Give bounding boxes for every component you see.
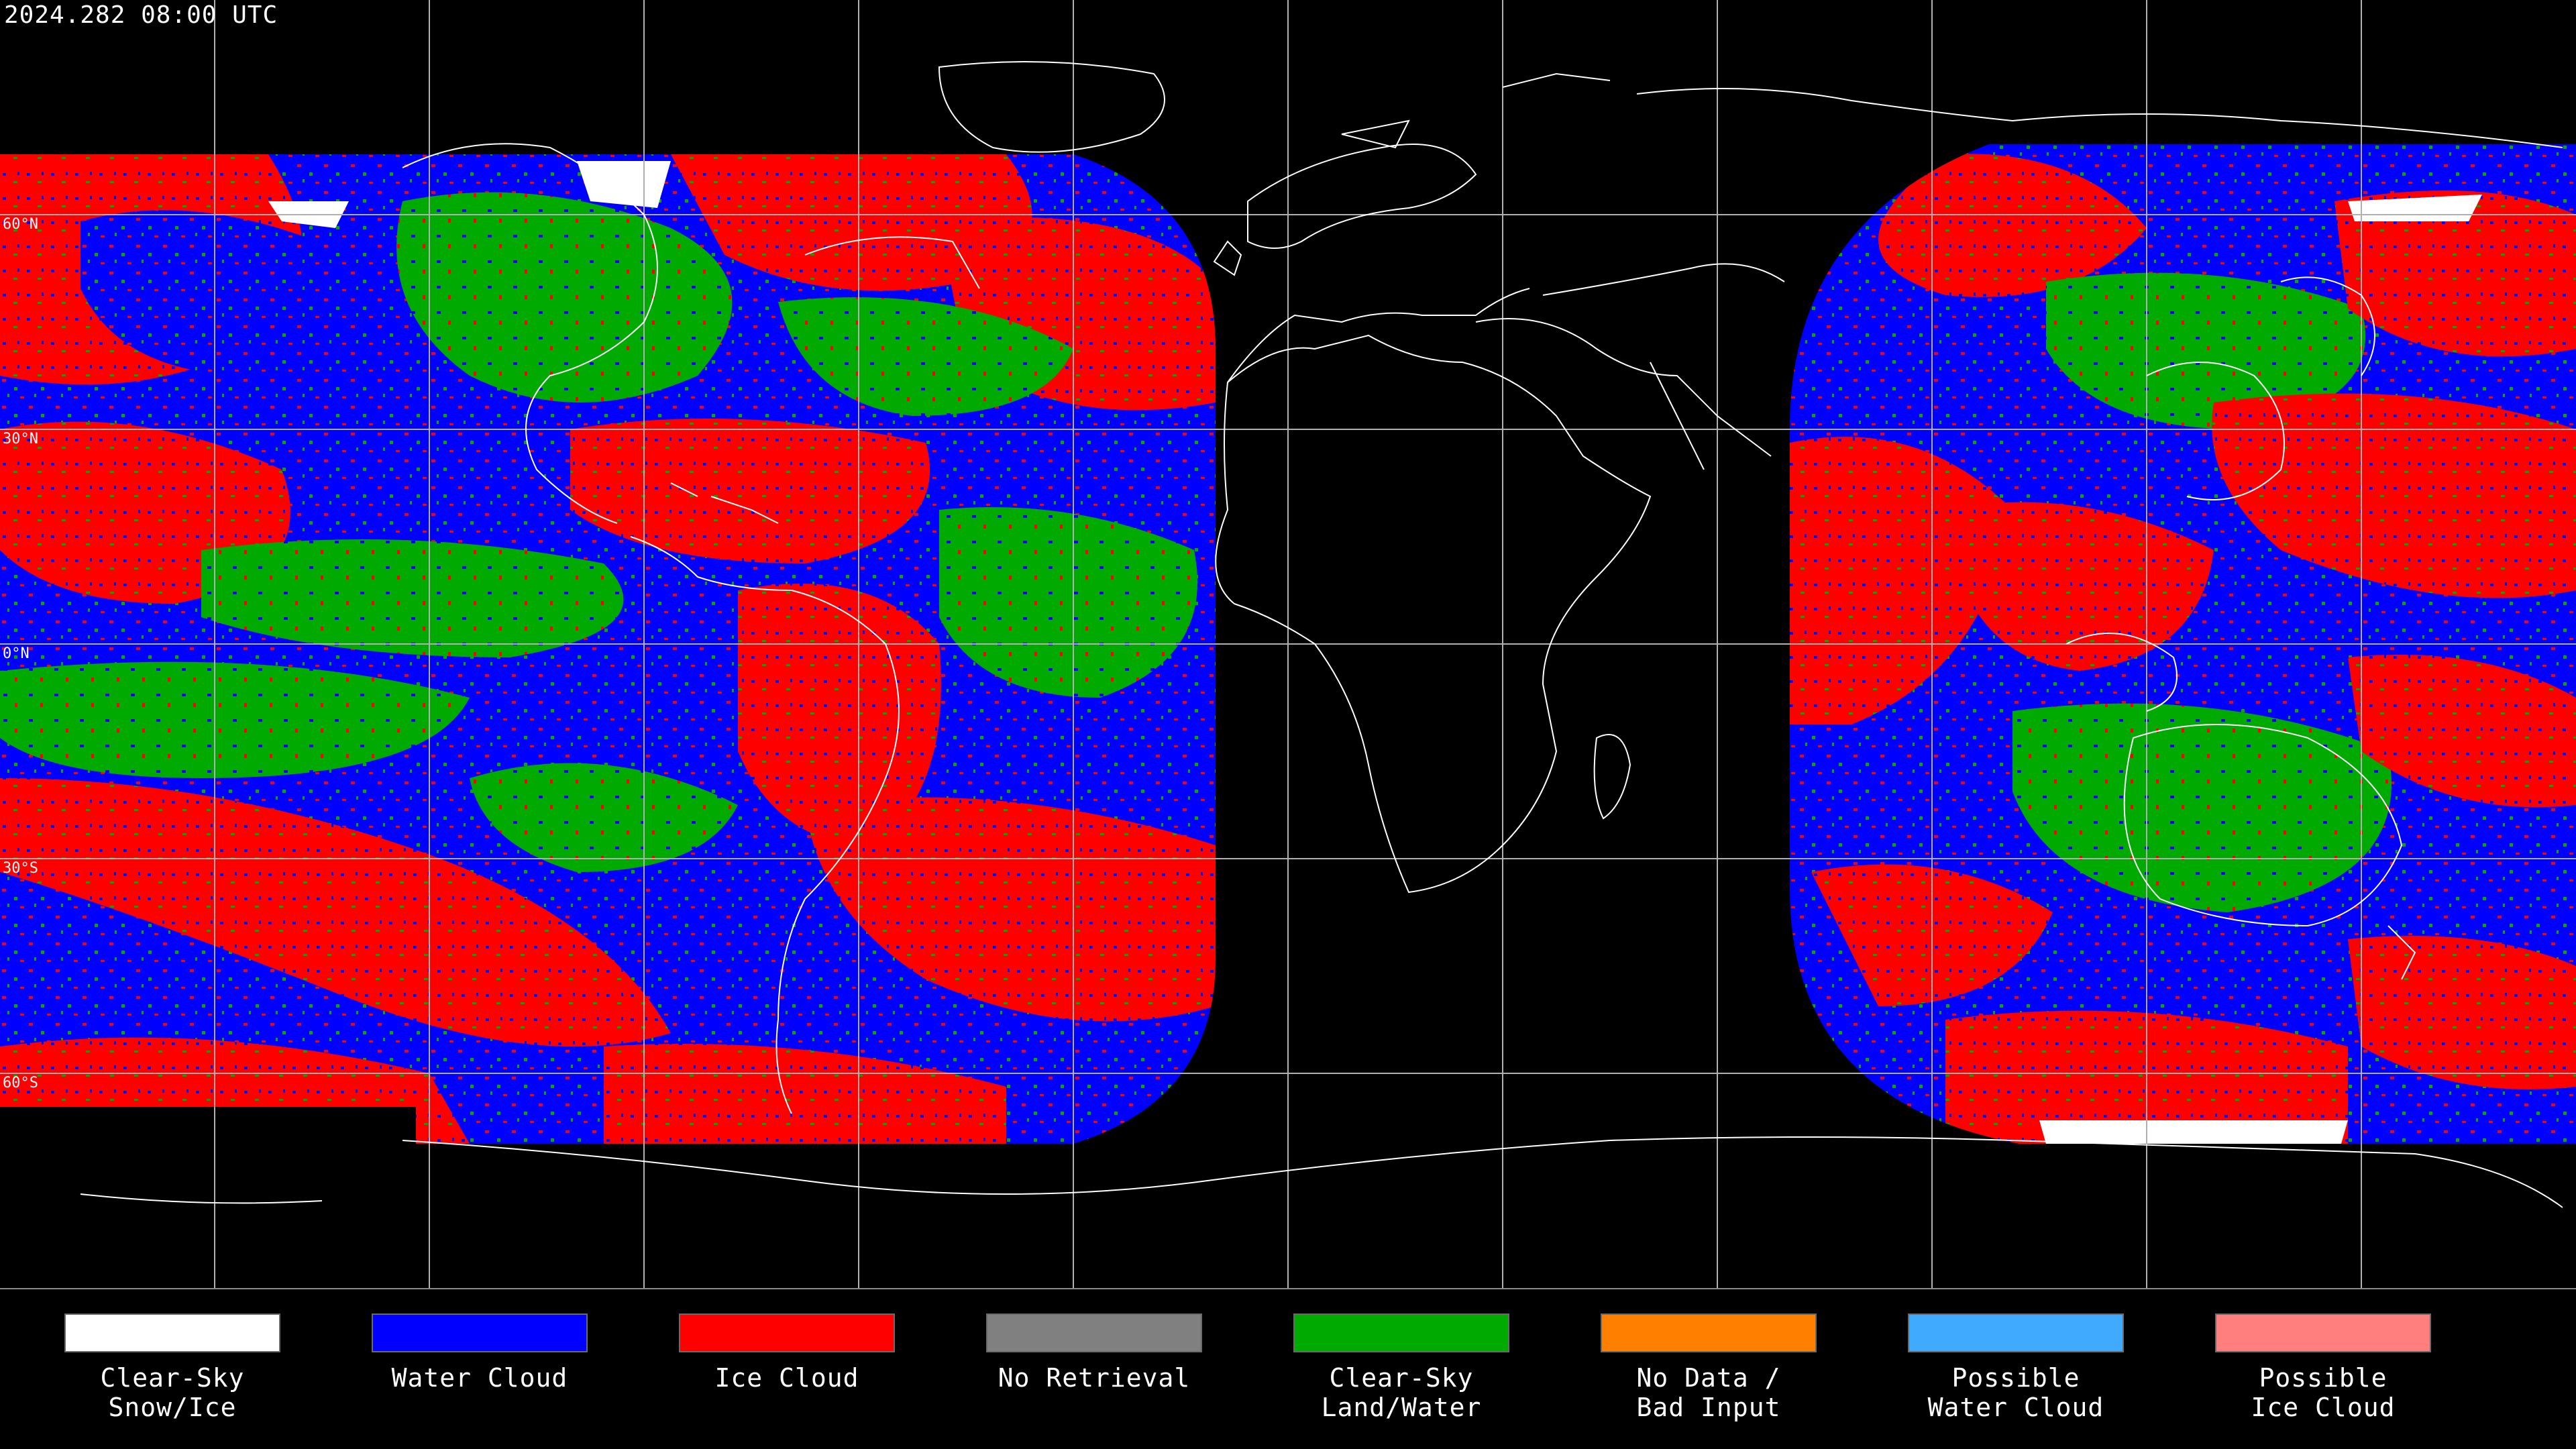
legend-item-clear-sky-land-water: Clear-Sky Land/Water <box>1291 1313 1512 1422</box>
legend-label: Possible Water Cloud <box>1927 1363 2104 1422</box>
legend-label: Clear-Sky Land/Water <box>1321 1363 1482 1422</box>
legend-swatch <box>679 1313 895 1352</box>
legend-label: Possible Ice Cloud <box>2251 1363 2396 1422</box>
legend-item-possible-water-cloud: Possible Water Cloud <box>1905 1313 2127 1422</box>
legend-label: Clear-Sky Snow/Ice <box>100 1363 245 1422</box>
legend-item-no-retrieval: No Retrieval <box>983 1313 1205 1393</box>
legend-swatch <box>986 1313 1202 1352</box>
legend-label: Water Cloud <box>391 1363 568 1393</box>
lat-label-60n: 60°N <box>3 216 38 233</box>
timestamp-label: 2024.282 08:00 UTC <box>4 1 278 29</box>
lat-label-30s: 30°S <box>3 860 38 877</box>
legend-swatch <box>2215 1313 2431 1352</box>
cloud-data-west <box>0 154 1216 1144</box>
legend: Clear-Sky Snow/Ice Water Cloud Ice Cloud… <box>0 1288 2576 1449</box>
legend-label: Ice Cloud <box>714 1363 859 1393</box>
legend-label: No Retrieval <box>998 1363 1191 1393</box>
lat-label-0n: 0°N <box>3 645 30 662</box>
legend-item-possible-ice-cloud: Possible Ice Cloud <box>2212 1313 2434 1422</box>
legend-swatch <box>1293 1313 1509 1352</box>
legend-item-ice-cloud: Ice Cloud <box>676 1313 898 1393</box>
legend-item-clear-sky-snow-ice: Clear-Sky Snow/Ice <box>62 1313 283 1422</box>
cloud-phase-map <box>0 0 2576 1288</box>
coastlines <box>80 61 2563 1208</box>
lat-label-60s: 60°S <box>3 1075 38 1091</box>
graticule-grid <box>0 0 2576 1288</box>
legend-swatch <box>1601 1313 1817 1352</box>
legend-swatch <box>64 1313 280 1352</box>
legend-label: No Data / Bad Input <box>1636 1363 1781 1422</box>
legend-item-no-data-bad-input: No Data / Bad Input <box>1598 1313 1819 1422</box>
legend-item-water-cloud: Water Cloud <box>369 1313 590 1393</box>
legend-swatch <box>372 1313 588 1352</box>
legend-swatch <box>1908 1313 2124 1352</box>
lat-label-30n: 30°N <box>3 431 38 447</box>
